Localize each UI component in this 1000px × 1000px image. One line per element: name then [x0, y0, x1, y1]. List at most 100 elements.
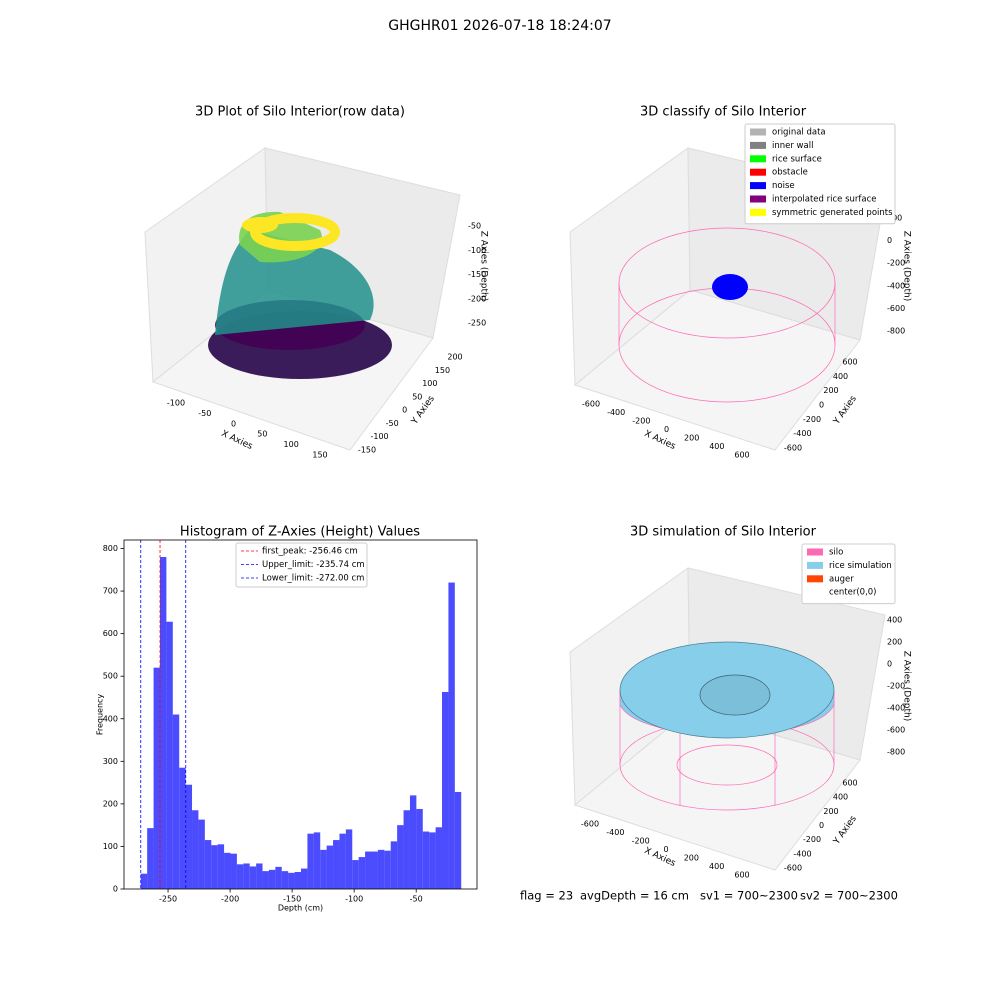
- bar: [172, 714, 180, 889]
- y-tick-label: 0: [113, 885, 118, 894]
- x-tick-label: -50: [198, 409, 211, 418]
- y-axis-label: Y Axies: [831, 814, 859, 847]
- bar: [384, 850, 391, 889]
- z-axis-label: Z Axies (Depth): [902, 651, 912, 722]
- y-tick-label: -400: [793, 849, 811, 858]
- bar: [159, 557, 167, 889]
- x-tick-label: 600: [734, 871, 749, 880]
- y-axis-label: Y Axies: [831, 394, 859, 427]
- y-tick-label: 500: [103, 672, 118, 681]
- x-tick-label: -400: [607, 408, 625, 417]
- y-tick-label: 800: [103, 544, 118, 553]
- z-tick-label: -100: [468, 246, 486, 255]
- x-tick-label: -400: [606, 828, 624, 837]
- legend-swatch: [750, 155, 766, 163]
- x-tick-label: -150: [283, 895, 301, 904]
- legend-label: rice surface: [772, 154, 822, 164]
- x-tick-label: -600: [581, 820, 599, 829]
- y-tick-label: 50: [412, 392, 422, 401]
- chart-title: 3D simulation of Silo Interior: [630, 525, 817, 540]
- bar: [422, 831, 430, 889]
- y-tick-label: -200: [803, 835, 821, 844]
- bar: [256, 863, 263, 889]
- x-tick-label: 0: [664, 425, 669, 434]
- x-axis-label: X Axies: [643, 429, 678, 452]
- x-tick-label: 400: [709, 442, 724, 451]
- bar: [147, 828, 154, 889]
- footer: sv2 = 700~2300: [800, 889, 898, 903]
- x-tick-label: 200: [684, 854, 699, 863]
- y-tick-label: 200: [823, 386, 838, 395]
- x-axis-label: X Axies: [643, 846, 678, 869]
- y-tick-label: 200: [823, 807, 838, 816]
- point-cloud: [208, 211, 392, 379]
- pane: [573, 709, 861, 871]
- legend-swatch: [750, 182, 766, 190]
- z-tick-label: 0: [887, 660, 892, 669]
- x-tick-label: -100: [167, 399, 185, 408]
- z-axis-label: Z Axies (Depth): [479, 231, 489, 302]
- y-tick-label: 100: [422, 379, 437, 388]
- x-tick-label: 150: [312, 451, 327, 460]
- chart-title: Histogram of Z-Axies (Height) Values: [180, 525, 420, 540]
- z-tick-label: -400: [887, 281, 905, 290]
- legend-box: [801, 543, 896, 605]
- silo-wire: [618, 227, 836, 811]
- chart-title: 3D Plot of Silo Interior(row data): [195, 105, 405, 120]
- x-tick-label: -250: [159, 895, 177, 904]
- bar: [358, 857, 366, 889]
- bar: [365, 851, 372, 889]
- bar: [236, 864, 244, 889]
- bar: [435, 827, 443, 889]
- z-tick-label: -400: [887, 704, 905, 713]
- legend-label: interpolated rice surface: [772, 195, 877, 205]
- z-tick-label: 0: [887, 236, 892, 245]
- x-tick-label: -100: [345, 895, 363, 904]
- y-tick-label: 600: [842, 358, 857, 367]
- legend-swatch: [750, 141, 766, 149]
- bar: [448, 582, 455, 889]
- bar: [454, 791, 462, 889]
- bar: [403, 810, 410, 889]
- bar: [442, 691, 449, 889]
- legend-box: [235, 542, 368, 588]
- legend-swatch: [807, 548, 823, 556]
- x-tick-label: 600: [734, 451, 749, 460]
- y-tick-label: -100: [370, 432, 388, 441]
- z-tick-label: -50: [468, 222, 481, 231]
- x-tick-label: 400: [709, 862, 724, 871]
- rice-dip: [699, 674, 771, 716]
- y-tick-label: 700: [103, 587, 118, 596]
- bar: [185, 784, 193, 889]
- bar: [204, 840, 212, 889]
- x-tick-label: 0: [231, 419, 236, 428]
- bar: [352, 860, 359, 889]
- plot-frame: [123, 539, 478, 890]
- legend-label: symmetric generated points: [772, 208, 893, 218]
- legend-label: rice simulation: [829, 561, 892, 571]
- legend-swatch: [750, 208, 766, 216]
- legend-swatch: [807, 575, 823, 583]
- bar: [140, 873, 148, 889]
- bar: [249, 866, 257, 889]
- z-tick-label: -150: [468, 270, 486, 279]
- bar: [198, 819, 205, 889]
- x-tick-label: 100: [284, 440, 299, 449]
- z-tick-label: -200: [887, 682, 905, 691]
- silo-bottom: [676, 744, 778, 786]
- legend-swatch: [750, 128, 766, 136]
- legend-label: Lower_limit: -272.00 cm: [262, 574, 364, 584]
- legend-box: [744, 123, 896, 225]
- z-tick-label: -200: [887, 259, 905, 268]
- y-tick-label: 400: [833, 793, 848, 802]
- y-tick-label: -400: [793, 429, 811, 438]
- y-tick-label: -600: [784, 864, 802, 873]
- legend-swatch: [750, 168, 766, 176]
- legend-label: auger: [829, 574, 854, 584]
- x-tick-label: 50: [257, 430, 267, 439]
- y-tick-label: 0: [819, 401, 824, 410]
- bar: [224, 852, 231, 889]
- bar: [339, 833, 346, 889]
- z-tick-label: -600: [887, 304, 905, 313]
- bar: [268, 869, 276, 889]
